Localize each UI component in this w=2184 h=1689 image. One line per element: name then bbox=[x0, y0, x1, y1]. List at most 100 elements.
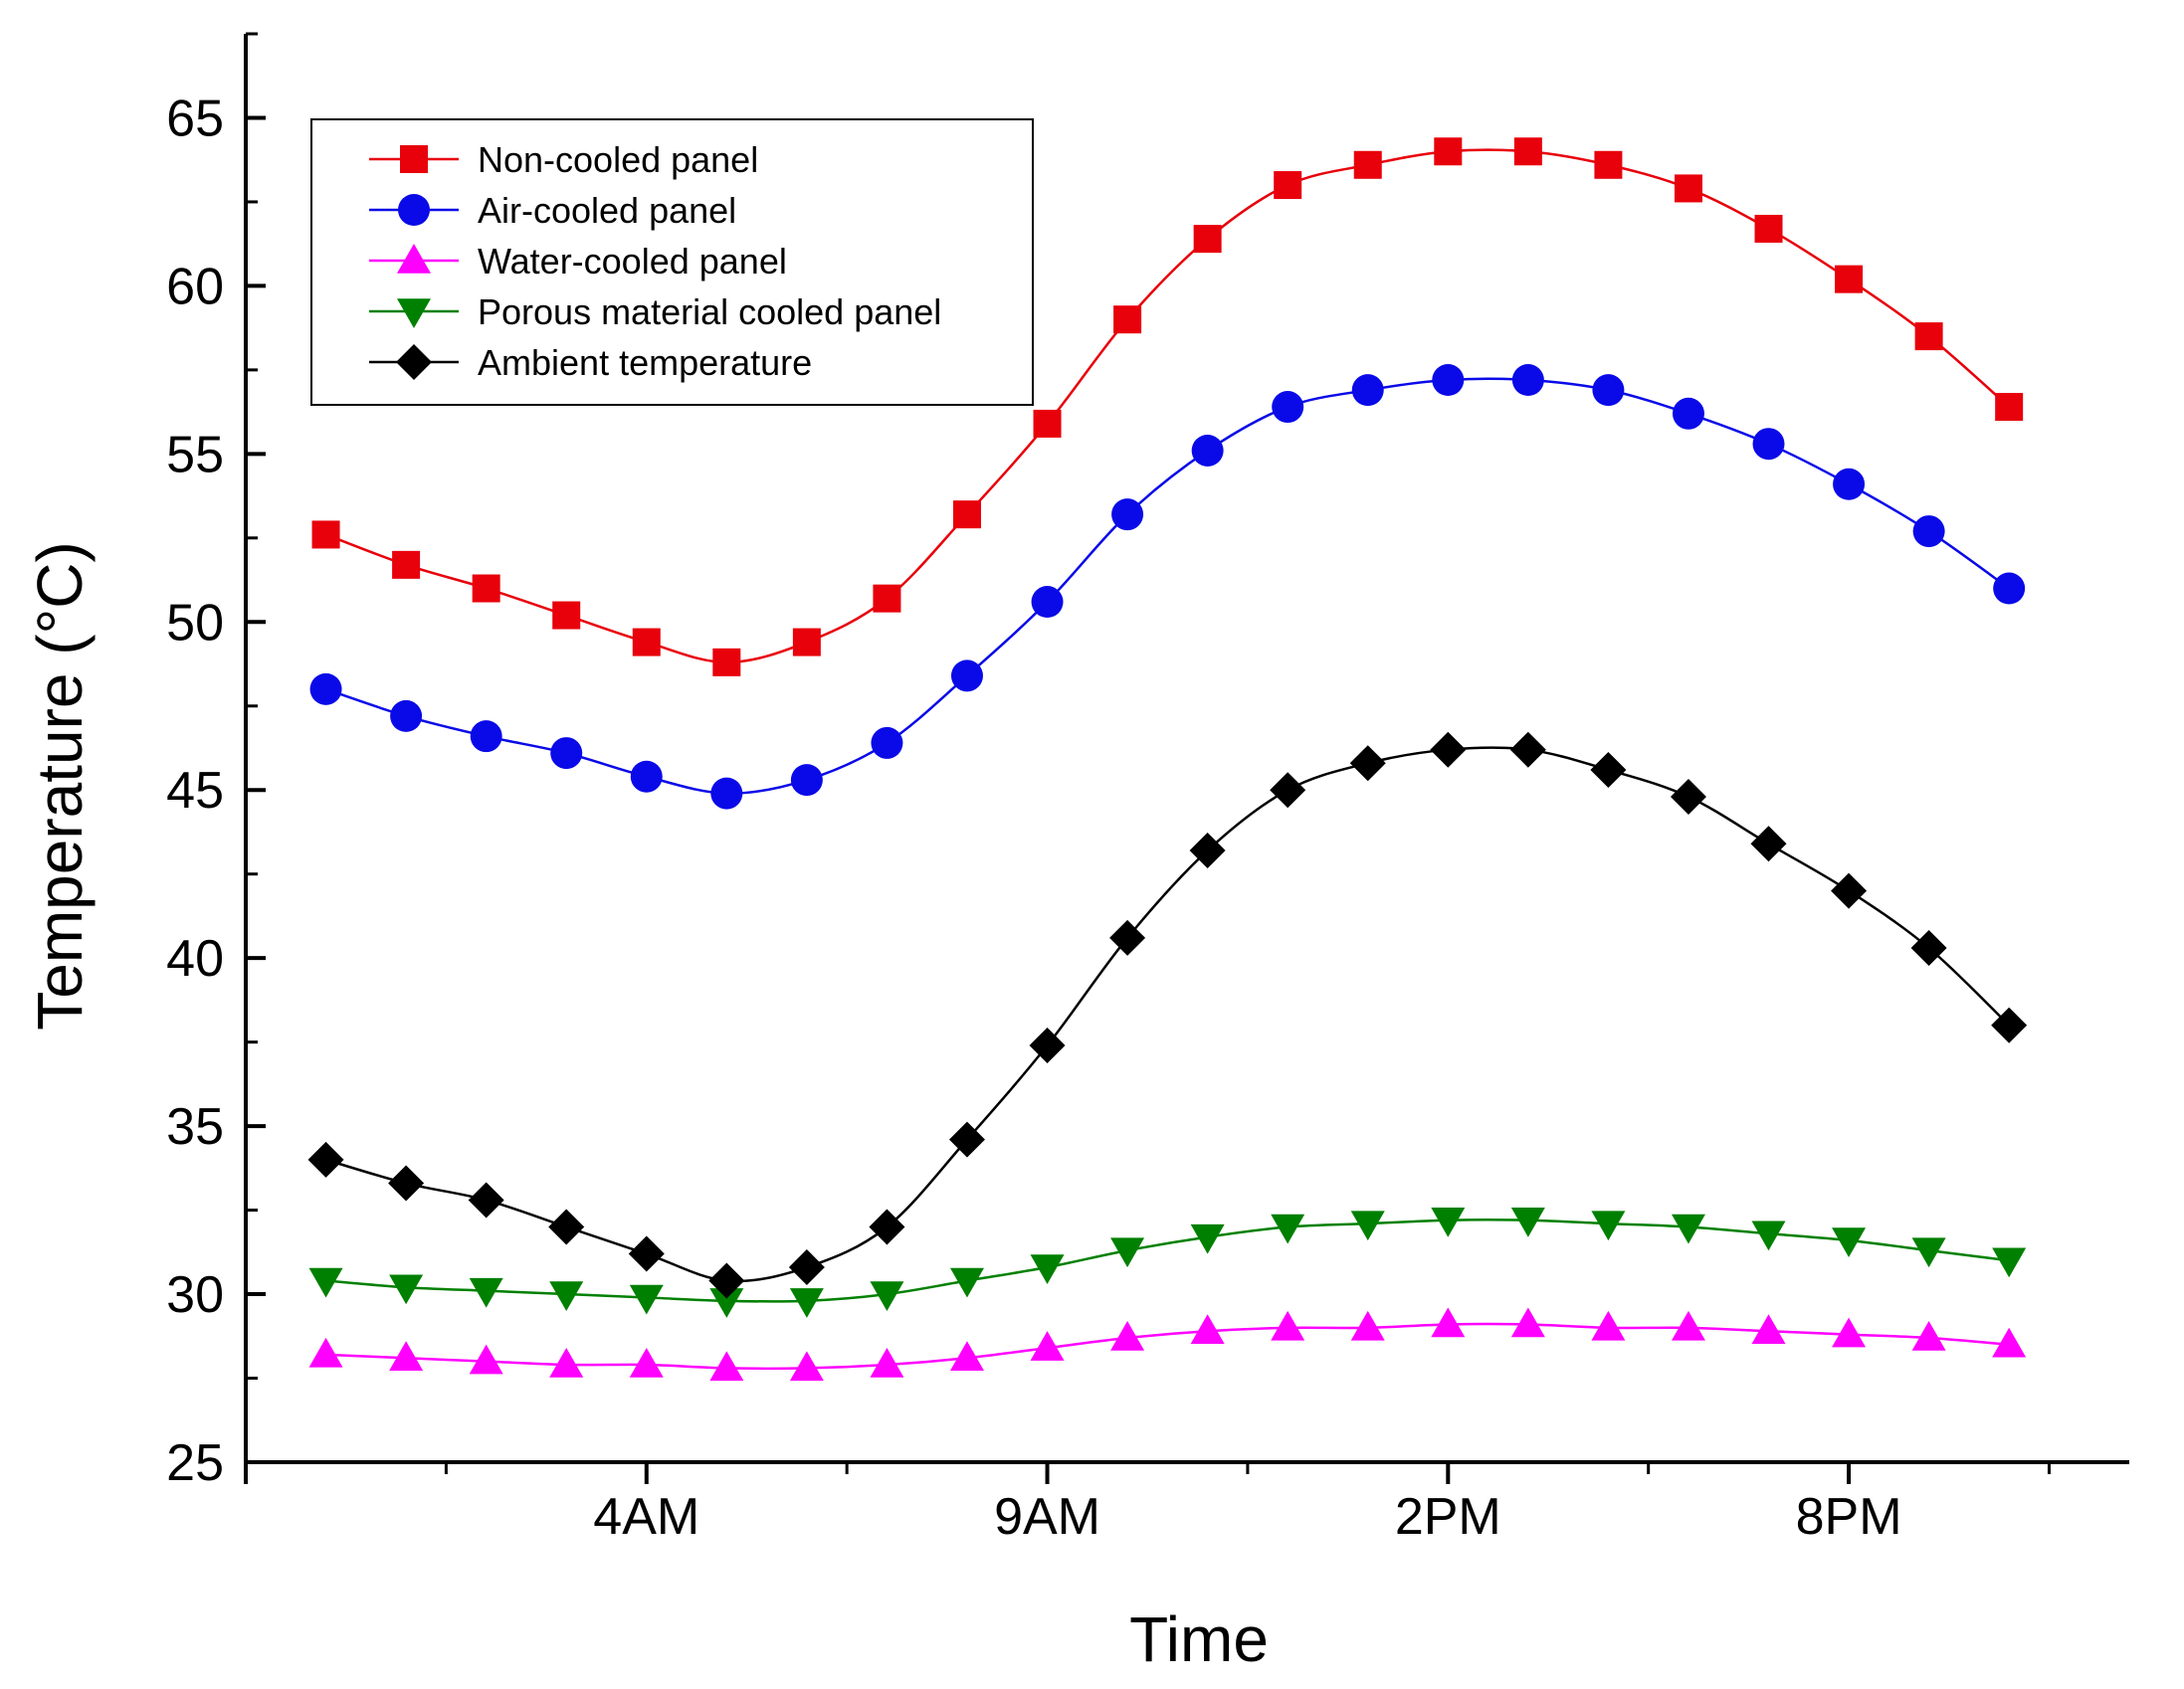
series-layer bbox=[307, 137, 2028, 1382]
data-point bbox=[1912, 515, 1945, 548]
series-porous-material-cooled-panel bbox=[308, 1207, 2027, 1318]
data-point bbox=[1513, 137, 1542, 166]
data-point bbox=[1029, 1028, 1066, 1064]
series-line bbox=[325, 377, 2010, 795]
legend-item: Non-cooled panel bbox=[369, 139, 758, 180]
y-tick-label: 35 bbox=[166, 1098, 224, 1156]
legend: Non-cooled panel Air-cooled panel Water-co… bbox=[310, 118, 1034, 406]
data-point bbox=[1510, 1207, 1545, 1237]
data-point bbox=[1914, 322, 1943, 351]
data-point bbox=[1431, 1307, 1466, 1338]
data-point bbox=[949, 1267, 984, 1298]
x-tick-label: 8PM bbox=[1796, 1488, 1902, 1546]
data-point bbox=[1434, 137, 1463, 166]
data-point bbox=[1511, 364, 1544, 397]
data-point bbox=[549, 1348, 584, 1378]
data-point bbox=[470, 720, 502, 753]
data-point bbox=[1030, 1331, 1065, 1361]
data-point bbox=[1833, 468, 1866, 500]
data-point bbox=[1109, 919, 1146, 956]
data-point bbox=[710, 777, 743, 810]
data-point bbox=[792, 628, 821, 657]
data-point bbox=[1270, 772, 1306, 809]
data-point bbox=[1591, 1310, 1626, 1341]
data-point bbox=[549, 1281, 584, 1312]
data-point bbox=[1031, 586, 1064, 619]
data-point bbox=[950, 659, 983, 692]
data-point bbox=[949, 1341, 984, 1372]
data-point bbox=[1911, 1237, 1946, 1268]
legend-marker bbox=[397, 298, 431, 328]
data-point bbox=[1432, 364, 1465, 397]
data-point bbox=[1592, 374, 1625, 407]
data-point bbox=[1674, 174, 1702, 203]
axes: 25 30 35 40 45 50 55 60 65 4AM 9AM 2PM 8PM bbox=[166, 32, 2129, 1546]
y-tick-label: 45 bbox=[166, 762, 224, 820]
data-point bbox=[1030, 1254, 1065, 1285]
y-axis-title: Temperature (°C) bbox=[24, 541, 96, 1031]
data-point bbox=[1911, 1320, 1946, 1351]
y-tick-label: 50 bbox=[166, 594, 224, 652]
data-point bbox=[1995, 393, 2024, 422]
data-point bbox=[708, 1262, 745, 1299]
legend-marker bbox=[397, 244, 431, 274]
data-point bbox=[709, 1351, 744, 1382]
legend-item: Ambient temperature bbox=[369, 342, 812, 383]
data-point bbox=[1110, 1237, 1145, 1268]
series-water-cooled-panel bbox=[308, 1307, 2027, 1382]
y-tick-label: 30 bbox=[166, 1266, 224, 1324]
data-point bbox=[469, 1344, 503, 1375]
data-point bbox=[952, 500, 981, 529]
data-point bbox=[1910, 930, 1947, 967]
data-point bbox=[1671, 1310, 1705, 1341]
data-point bbox=[309, 672, 342, 705]
data-point bbox=[630, 760, 663, 793]
data-point bbox=[472, 574, 500, 603]
data-point bbox=[1751, 1314, 1786, 1344]
data-point bbox=[869, 1209, 905, 1245]
series-line bbox=[325, 746, 2011, 1283]
series-line bbox=[325, 1322, 2010, 1371]
data-point bbox=[1992, 1327, 2027, 1358]
data-point bbox=[311, 520, 340, 549]
data-point bbox=[712, 648, 741, 676]
data-point bbox=[788, 1249, 825, 1286]
data-point bbox=[469, 1277, 503, 1308]
x-tick-label: 2PM bbox=[1395, 1488, 1501, 1546]
x-axis-title: Time bbox=[1129, 1603, 1269, 1675]
data-point bbox=[709, 1288, 744, 1318]
y-tick-label: 40 bbox=[166, 930, 224, 988]
data-point bbox=[873, 584, 901, 613]
series-line bbox=[325, 1219, 2010, 1303]
series-line bbox=[325, 148, 2010, 664]
y-tick-label: 25 bbox=[166, 1434, 224, 1492]
data-point bbox=[1591, 1211, 1626, 1241]
data-point bbox=[1274, 171, 1302, 200]
data-point bbox=[1754, 214, 1783, 243]
data-point bbox=[308, 1337, 343, 1368]
series-ambient-temperature bbox=[307, 731, 2028, 1299]
legend-marker bbox=[398, 194, 430, 226]
series-air-cooled-panel bbox=[309, 364, 2026, 810]
series-non-cooled-panel bbox=[311, 137, 2024, 676]
data-point bbox=[629, 1284, 664, 1315]
data-point bbox=[1189, 833, 1226, 869]
data-point bbox=[1350, 1211, 1385, 1241]
legend-label: Air-cooled panel bbox=[478, 190, 736, 231]
data-point bbox=[1992, 1247, 2027, 1278]
data-point bbox=[1033, 409, 1062, 438]
data-point bbox=[629, 1348, 664, 1378]
data-point bbox=[632, 628, 661, 657]
data-point bbox=[1190, 1314, 1225, 1344]
data-point bbox=[1594, 150, 1623, 179]
data-point bbox=[390, 699, 423, 732]
legend-label: Ambient temperature bbox=[478, 342, 812, 383]
data-point bbox=[1590, 751, 1627, 788]
data-point bbox=[789, 1288, 824, 1318]
data-point bbox=[1751, 1220, 1786, 1251]
data-point bbox=[389, 1274, 424, 1305]
legend-marker bbox=[396, 344, 432, 380]
data-point bbox=[1993, 572, 2026, 605]
data-point bbox=[1350, 1310, 1385, 1341]
